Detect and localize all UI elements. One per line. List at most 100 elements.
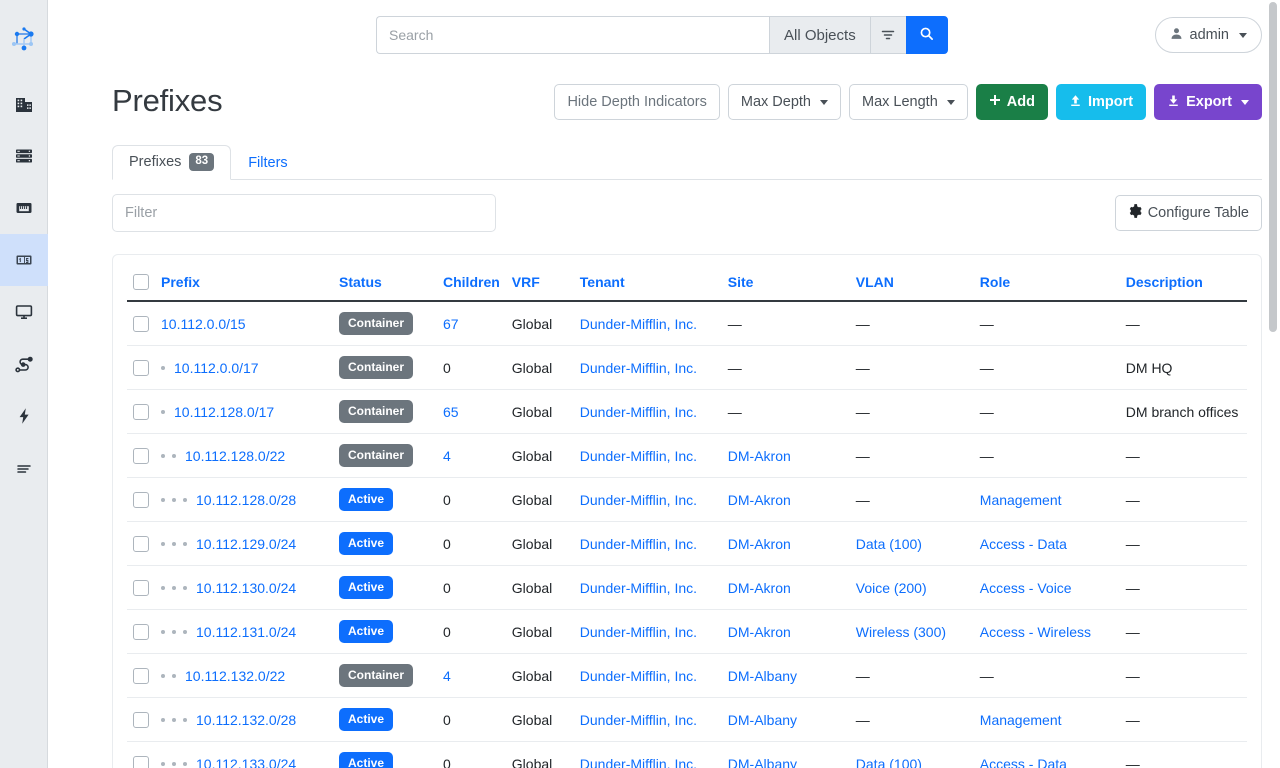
- vrf-cell: Global: [505, 521, 574, 567]
- tenant-link[interactable]: Dunder-Mifflin, Inc.: [579, 755, 698, 768]
- status-badge: Active: [339, 752, 394, 768]
- tenant-link[interactable]: Dunder-Mifflin, Inc.: [579, 315, 698, 332]
- tenant-link[interactable]: Dunder-Mifflin, Inc.: [579, 359, 698, 376]
- vlan-value: —: [855, 491, 870, 508]
- site-link[interactable]: DM-Akron: [727, 447, 791, 464]
- row-select-cell: [127, 697, 155, 743]
- row-checkbox[interactable]: [133, 580, 149, 597]
- filter-input[interactable]: [112, 194, 496, 232]
- row-checkbox[interactable]: [133, 668, 149, 685]
- row-checkbox[interactable]: [133, 536, 149, 553]
- row-checkbox[interactable]: [133, 448, 149, 465]
- role-link[interactable]: Access - Wireless: [979, 623, 1092, 640]
- tenant-link[interactable]: Dunder-Mifflin, Inc.: [579, 579, 698, 596]
- tenant-link[interactable]: Dunder-Mifflin, Inc.: [579, 667, 698, 684]
- prefix-link[interactable]: 10.112.0.0/17: [174, 359, 259, 376]
- add-button[interactable]: Add: [975, 84, 1048, 120]
- search-submit-button[interactable]: [905, 16, 948, 54]
- role-link[interactable]: Access - Voice: [979, 579, 1072, 596]
- sidebar-item-ipam[interactable]: [0, 234, 48, 286]
- vrf-value: Global: [511, 579, 553, 596]
- prefix-link[interactable]: 10.112.0.0/15: [161, 315, 246, 332]
- column-header-description[interactable]: Description: [1119, 255, 1247, 303]
- prefix-link[interactable]: 10.112.128.0/28: [196, 491, 297, 508]
- column-header-role[interactable]: Role: [973, 255, 1120, 303]
- column-header-vlan[interactable]: VLAN: [849, 255, 974, 303]
- search-input[interactable]: [376, 16, 769, 54]
- netbox-logo-icon[interactable]: [0, 0, 48, 78]
- prefix-link[interactable]: 10.112.131.0/24: [196, 623, 297, 640]
- prefix-link[interactable]: 10.112.128.0/22: [185, 447, 286, 464]
- column-header-tenant[interactable]: Tenant: [573, 255, 722, 303]
- search-scope-dropdown[interactable]: All Objects: [769, 16, 870, 54]
- column-header-prefix[interactable]: Prefix: [155, 255, 333, 303]
- prefix-link[interactable]: 10.112.128.0/17: [174, 403, 275, 420]
- column-header-site[interactable]: Site: [721, 255, 850, 303]
- row-checkbox[interactable]: [133, 624, 149, 641]
- role-link[interactable]: Access - Data: [979, 535, 1067, 552]
- sidebar-item-connections[interactable]: [0, 182, 48, 234]
- row-checkbox[interactable]: [133, 360, 149, 377]
- prefix-link[interactable]: 10.112.132.0/22: [185, 667, 286, 684]
- row-checkbox[interactable]: [133, 756, 149, 768]
- prefix-link[interactable]: 10.112.132.0/28: [196, 711, 297, 728]
- site-link[interactable]: DM-Albany: [727, 667, 798, 684]
- import-button[interactable]: Import: [1055, 84, 1147, 120]
- site-link[interactable]: DM-Akron: [727, 491, 791, 508]
- prefix-link[interactable]: 10.112.129.0/24: [196, 535, 297, 552]
- tenant-link[interactable]: Dunder-Mifflin, Inc.: [579, 403, 698, 420]
- children-link[interactable]: 4: [443, 667, 451, 684]
- row-checkbox[interactable]: [133, 316, 149, 333]
- tenant-link[interactable]: Dunder-Mifflin, Inc.: [579, 535, 698, 552]
- row-checkbox[interactable]: [133, 492, 149, 509]
- children-link[interactable]: 4: [443, 447, 451, 464]
- role-link[interactable]: Management: [979, 491, 1062, 508]
- sidebar-item-devices[interactable]: [0, 130, 48, 182]
- filter-icon[interactable]: [869, 16, 906, 54]
- vlan-link[interactable]: Data (100): [855, 755, 922, 768]
- export-dropdown[interactable]: Export: [1154, 84, 1262, 120]
- column-header-children[interactable]: Children: [437, 255, 506, 303]
- user-menu[interactable]: admin: [1154, 17, 1262, 53]
- prefix-link[interactable]: 10.112.130.0/24: [196, 579, 297, 596]
- sidebar-item-virtualization[interactable]: [0, 286, 48, 338]
- site-link[interactable]: DM-Akron: [727, 535, 791, 552]
- prefix-link[interactable]: 10.112.133.0/24: [196, 755, 297, 768]
- max-length-dropdown[interactable]: Max Length: [849, 84, 968, 120]
- page-scrollbar[interactable]: [1266, 0, 1280, 768]
- sidebar-item-other[interactable]: [0, 442, 48, 494]
- site-link[interactable]: DM-Akron: [727, 579, 791, 596]
- max-depth-dropdown[interactable]: Max Depth: [727, 84, 841, 120]
- sidebar-item-power[interactable]: [0, 390, 48, 442]
- role-link[interactable]: Access - Data: [979, 755, 1067, 768]
- hide-depth-indicators-button[interactable]: Hide Depth Indicators: [554, 84, 720, 120]
- vrf-cell: Global: [505, 741, 574, 768]
- site-link[interactable]: DM-Akron: [727, 623, 791, 640]
- select-all-checkbox[interactable]: [133, 274, 149, 291]
- row-checkbox[interactable]: [133, 404, 149, 421]
- children-link[interactable]: 67: [443, 315, 459, 332]
- vlan-link[interactable]: Wireless (300): [855, 623, 947, 640]
- sidebar-item-circuits[interactable]: [0, 338, 48, 390]
- role-link[interactable]: Management: [979, 711, 1062, 728]
- column-header-status[interactable]: Status: [333, 255, 437, 303]
- site-link[interactable]: DM-Albany: [727, 711, 798, 728]
- tenant-link[interactable]: Dunder-Mifflin, Inc.: [579, 623, 698, 640]
- row-checkbox[interactable]: [133, 712, 149, 729]
- tenant-link[interactable]: Dunder-Mifflin, Inc.: [579, 491, 698, 508]
- vlan-link[interactable]: Voice (200): [855, 579, 927, 596]
- site-link[interactable]: DM-Albany: [727, 755, 798, 768]
- tab-prefixes[interactable]: Prefixes 83: [112, 145, 232, 180]
- depth-dot: [161, 673, 165, 678]
- vrf-value: Global: [511, 491, 553, 508]
- vlan-link[interactable]: Data (100): [855, 535, 922, 552]
- column-header-vrf[interactable]: VRF: [505, 255, 574, 303]
- children-link[interactable]: 65: [443, 403, 459, 420]
- sidebar-item-organization[interactable]: [0, 78, 48, 130]
- vlan-cell: —: [849, 345, 974, 391]
- tab-filters[interactable]: Filters: [231, 147, 304, 180]
- configure-table-button[interactable]: Configure Table: [1114, 195, 1262, 231]
- tenant-link[interactable]: Dunder-Mifflin, Inc.: [579, 447, 698, 464]
- tenant-link[interactable]: Dunder-Mifflin, Inc.: [579, 711, 698, 728]
- page-scrollbar-thumb[interactable]: [1269, 2, 1277, 332]
